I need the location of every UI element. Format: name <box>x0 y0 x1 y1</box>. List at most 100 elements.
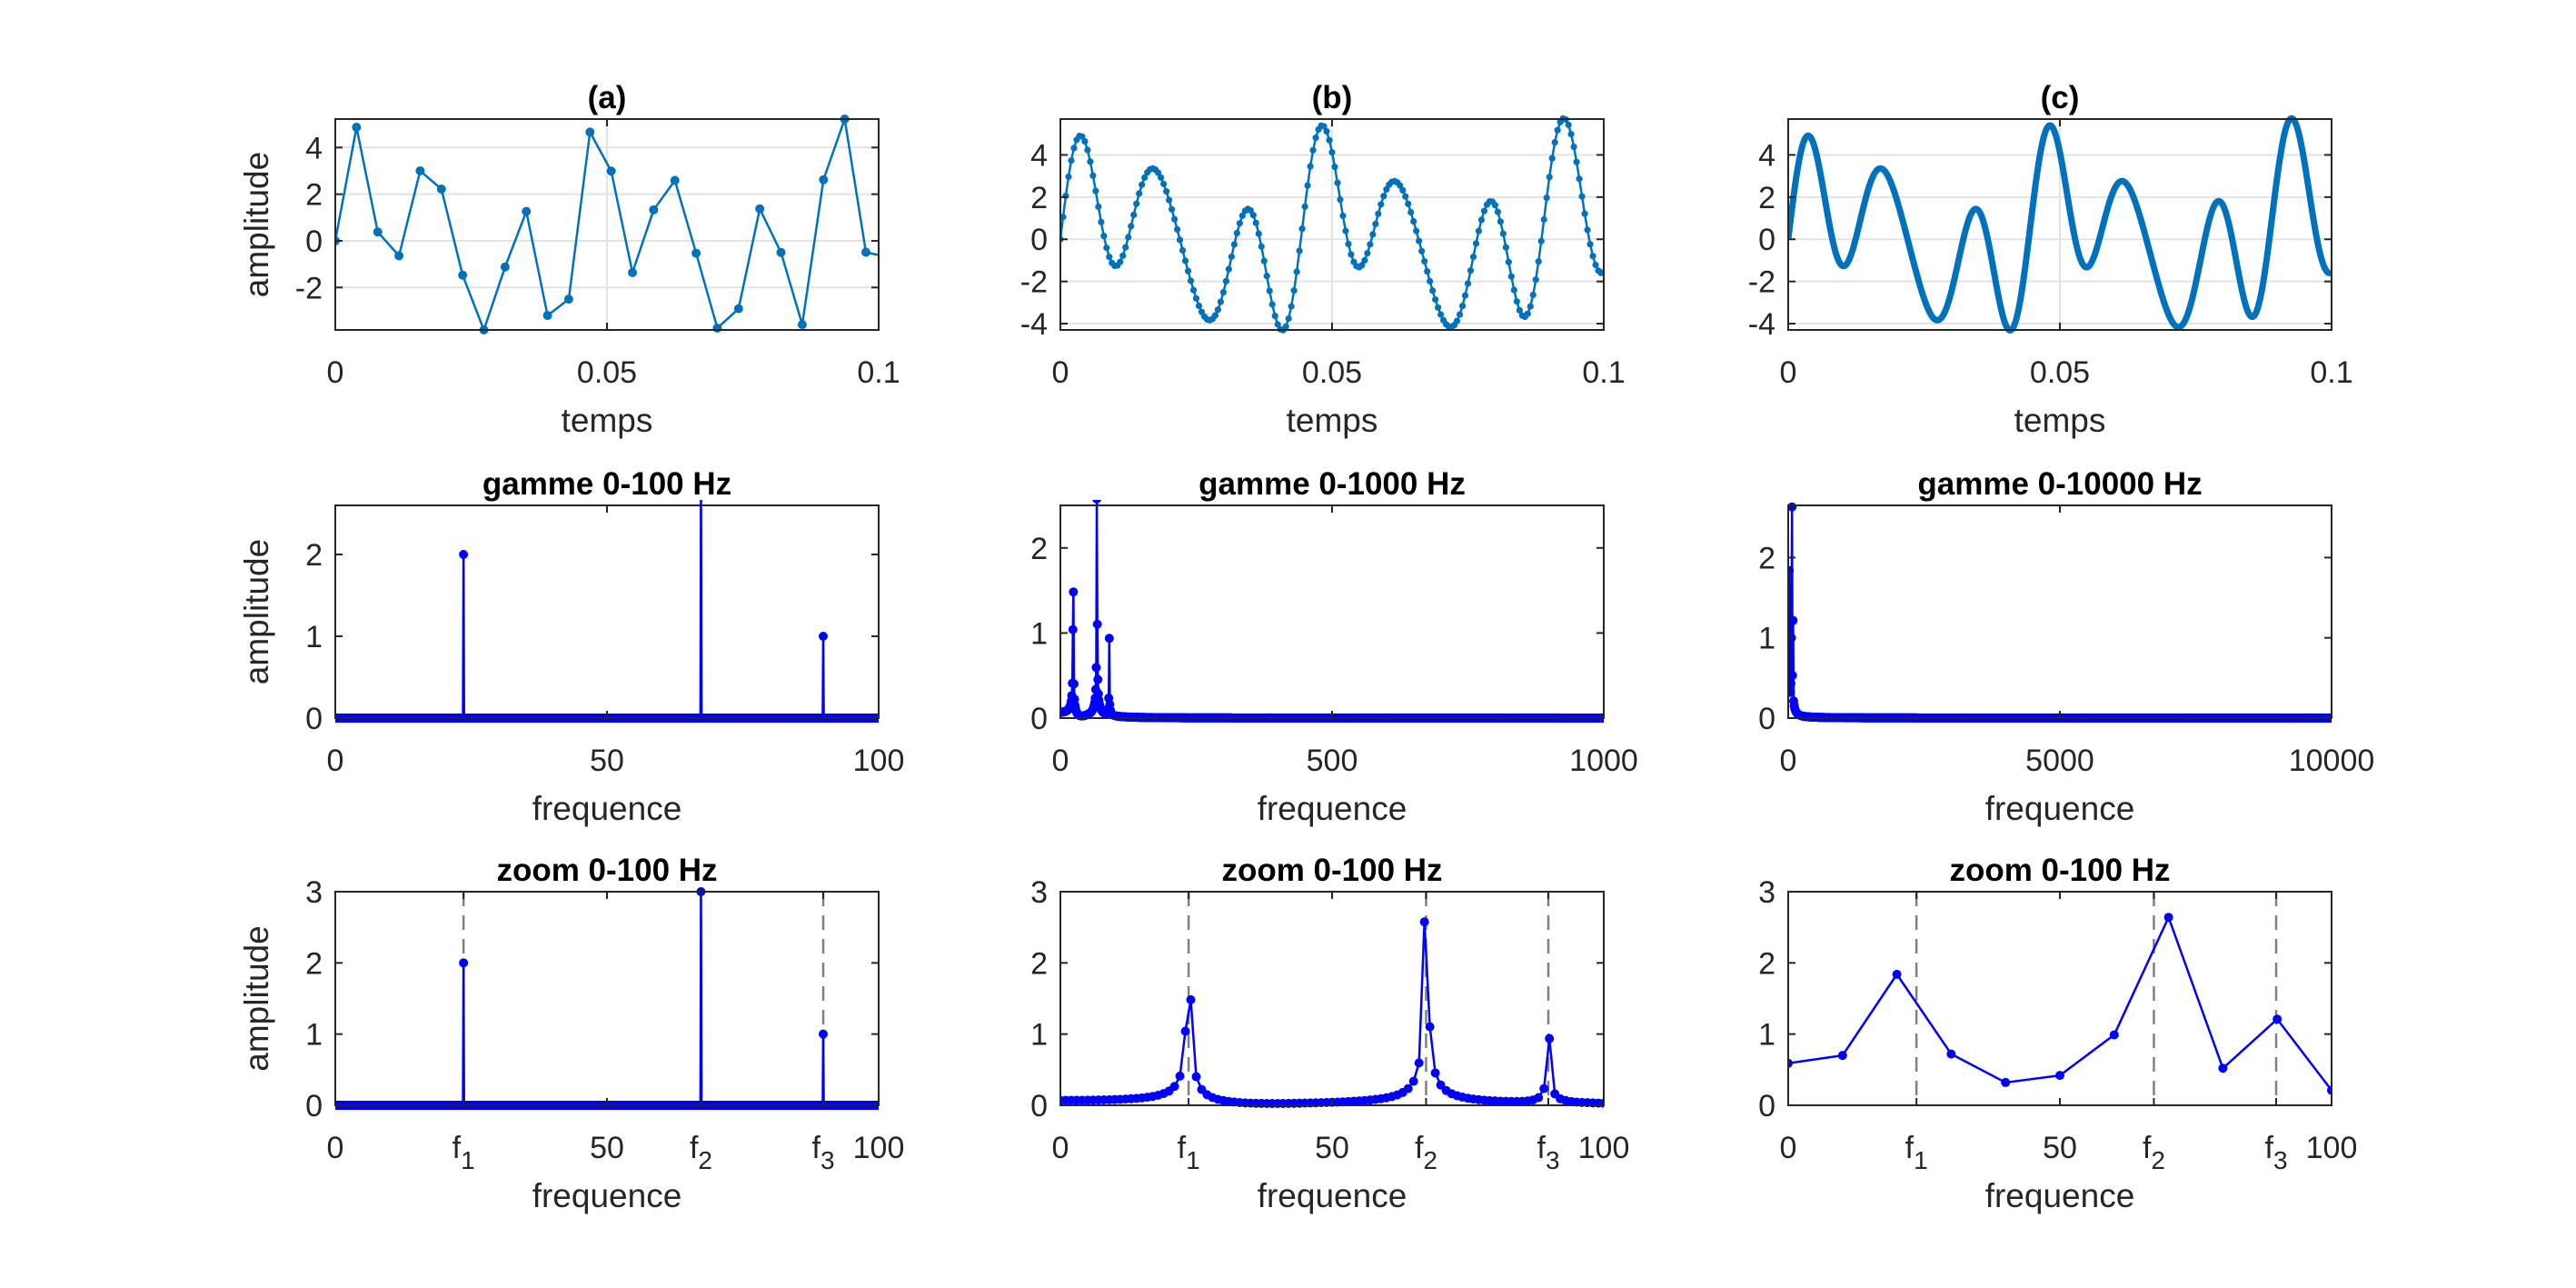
data-point <box>1437 311 1445 318</box>
data-point <box>1084 146 1091 154</box>
data-point <box>1282 323 1289 330</box>
x-tick-label-text: f <box>2143 1131 2152 1165</box>
x-axis-label: frequence <box>1258 790 1407 827</box>
data-point <box>373 227 383 237</box>
data-point <box>1169 1082 1179 1092</box>
y-tick-label: 2 <box>305 538 323 573</box>
x-tick-label-text: 0 <box>327 355 344 390</box>
data-point <box>1100 233 1108 240</box>
data-point <box>1069 587 1079 597</box>
series-line <box>1788 115 2332 334</box>
data-point <box>1098 218 1105 225</box>
data-point <box>1288 303 1295 310</box>
data-point <box>1106 254 1113 261</box>
data-point <box>1238 212 1246 219</box>
x-tick-label-text: 0 <box>1780 1131 1797 1165</box>
data-point <box>1378 201 1385 208</box>
data-point <box>1425 1022 1435 1032</box>
data-point <box>1133 200 1140 207</box>
x-tick-label: 50 <box>1315 1131 1349 1165</box>
y-tick-label: 4 <box>305 131 323 165</box>
x-tick-label-text: 0 <box>1052 355 1069 390</box>
data-point <box>1461 292 1469 299</box>
x-tick-label: 100 <box>1578 1131 1630 1165</box>
data-point <box>1408 1076 1418 1086</box>
data-point <box>1405 200 1412 207</box>
data-point <box>1166 196 1173 204</box>
data-point <box>1136 190 1143 197</box>
data-point <box>1430 1068 1440 1078</box>
x-tick-label: 0.05 <box>1302 355 1362 390</box>
data-point <box>1236 220 1243 227</box>
data-point <box>1122 244 1129 251</box>
y-axis-label: amplitude <box>238 539 275 684</box>
y-tick-label: 1 <box>1030 616 1048 651</box>
data-point <box>1081 137 1089 145</box>
data-point <box>1141 174 1149 181</box>
data-point <box>2327 1085 2332 1095</box>
x-tick-label-text: 50 <box>590 744 624 778</box>
subplot-title: zoom 0-100 Hz <box>496 853 717 888</box>
subplot-title: zoom 0-100 Hz <box>1221 853 1442 888</box>
x-tick-label-subscript: 3 <box>1546 1146 1560 1174</box>
data-point <box>1788 565 1795 575</box>
series-line <box>1060 500 1604 720</box>
data-point <box>1192 295 1200 302</box>
data-point <box>1427 277 1434 285</box>
data-point <box>1219 288 1227 296</box>
data-point <box>1383 185 1390 193</box>
data-point <box>1268 301 1276 308</box>
x-tick-label: 500 <box>1307 744 1358 778</box>
y-tick-label: 0 <box>305 702 323 736</box>
y-tick-label: 2 <box>1030 532 1048 566</box>
x-tick-label: 0 <box>1052 1131 1069 1165</box>
data-point <box>1079 133 1086 140</box>
series-line <box>335 117 879 332</box>
x-axis-label: frequence <box>1985 1177 2135 1214</box>
data-point <box>1320 123 1328 130</box>
x-tick-label-text: 5000 <box>2025 744 2094 778</box>
data-point <box>1534 1093 1544 1103</box>
data-point <box>459 550 469 559</box>
data-point <box>1348 251 1355 258</box>
data-point <box>1375 210 1382 217</box>
data-point <box>691 248 701 258</box>
data-point <box>1892 969 1902 979</box>
subplot-title: gamme 0-10000 Hz <box>1917 466 2202 502</box>
data-point <box>1472 240 1480 247</box>
data-point <box>1087 158 1094 165</box>
data-point <box>1296 247 1303 255</box>
data-point <box>1263 273 1270 280</box>
x-tick-label-text: f <box>1905 1131 1915 1165</box>
data-point <box>1160 180 1168 187</box>
data-point <box>1180 1026 1190 1036</box>
x-tick-label: 0 <box>1780 355 1797 390</box>
x-tick-label-text: 50 <box>590 1131 624 1165</box>
x-tick-label: f3 <box>2264 1131 2287 1174</box>
data-point <box>1211 312 1219 319</box>
x-tick-label: 0.1 <box>2310 355 2352 390</box>
axes-box <box>1059 504 1605 719</box>
y-tick-label: -4 <box>1748 307 1775 342</box>
x-tick-label: f2 <box>690 1131 712 1174</box>
data-point <box>1214 306 1222 314</box>
data-point <box>1312 134 1319 142</box>
data-point <box>1247 206 1254 215</box>
data-point <box>1497 218 1504 225</box>
data-point <box>1788 1058 1793 1068</box>
y-axis-label: amplitude <box>238 925 275 1071</box>
y-tick-label: -2 <box>295 271 323 305</box>
x-tick-label-text: 10000 <box>2289 744 2375 778</box>
data-point <box>1491 202 1498 209</box>
data-point <box>1480 207 1488 215</box>
data-point <box>1529 291 1537 299</box>
x-tick-label: 5000 <box>2025 744 2094 778</box>
data-point <box>1260 257 1268 265</box>
data-point <box>1837 1051 1847 1061</box>
y-tick-label: 1 <box>1758 1018 1775 1053</box>
data-point <box>1186 994 1196 1004</box>
x-tick-label: f1 <box>1178 1131 1200 1174</box>
data-point <box>1546 174 1553 181</box>
